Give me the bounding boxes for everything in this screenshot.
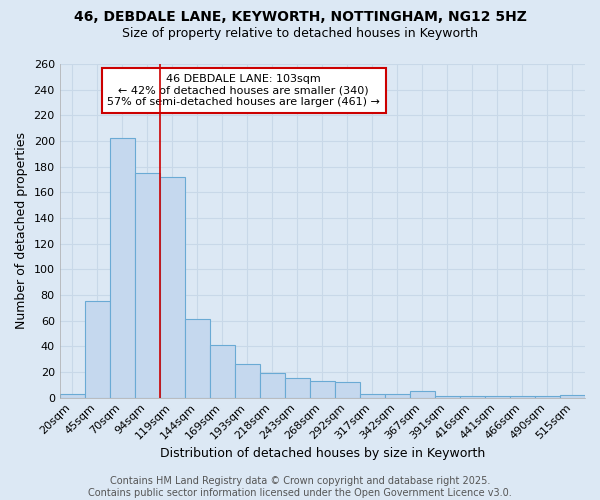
Bar — [160, 177, 185, 398]
Bar — [59, 394, 85, 398]
Bar — [510, 396, 535, 398]
Bar — [235, 364, 260, 398]
Bar — [310, 381, 335, 398]
Bar — [135, 173, 160, 398]
Bar — [535, 396, 560, 398]
Text: 46 DEBDALE LANE: 103sqm
← 42% of detached houses are smaller (340)
57% of semi-d: 46 DEBDALE LANE: 103sqm ← 42% of detache… — [107, 74, 380, 107]
X-axis label: Distribution of detached houses by size in Keyworth: Distribution of detached houses by size … — [160, 447, 485, 460]
Bar — [210, 345, 235, 398]
Bar — [360, 394, 385, 398]
Bar — [435, 396, 460, 398]
Bar — [110, 138, 135, 398]
Text: Size of property relative to detached houses in Keyworth: Size of property relative to detached ho… — [122, 28, 478, 40]
Bar — [410, 391, 435, 398]
Text: 46, DEBDALE LANE, KEYWORTH, NOTTINGHAM, NG12 5HZ: 46, DEBDALE LANE, KEYWORTH, NOTTINGHAM, … — [74, 10, 526, 24]
Bar — [185, 320, 210, 398]
Bar — [260, 373, 285, 398]
Bar — [285, 378, 310, 398]
Text: Contains HM Land Registry data © Crown copyright and database right 2025.
Contai: Contains HM Land Registry data © Crown c… — [88, 476, 512, 498]
Bar — [485, 396, 510, 398]
Bar — [335, 382, 360, 398]
Bar — [85, 302, 110, 398]
Bar — [560, 395, 585, 398]
Bar — [385, 394, 410, 398]
Bar — [460, 396, 485, 398]
Y-axis label: Number of detached properties: Number of detached properties — [15, 132, 28, 330]
